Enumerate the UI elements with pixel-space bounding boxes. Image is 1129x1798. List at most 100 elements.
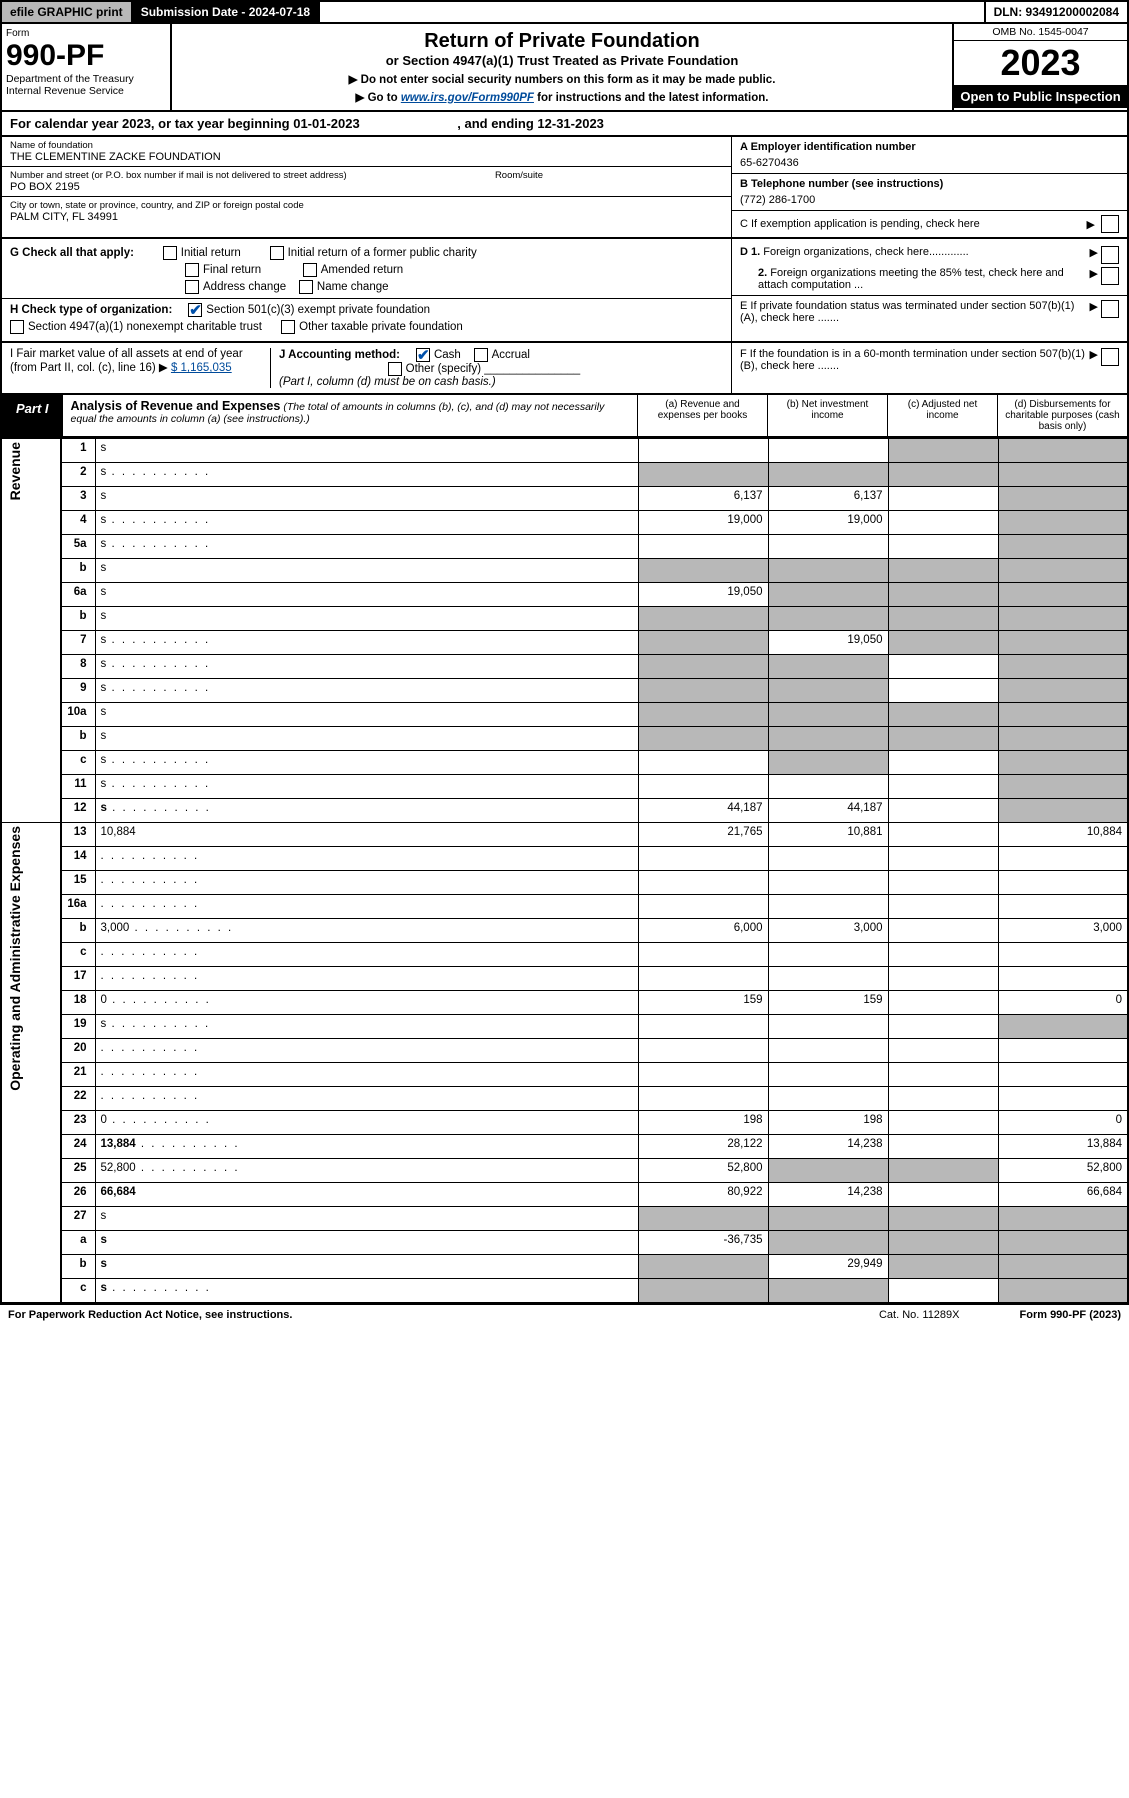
- table-row: Operating and Administrative Expenses131…: [1, 823, 1128, 847]
- cell-b: [768, 1159, 888, 1183]
- j-other-checkbox[interactable]: [388, 362, 402, 376]
- j-accrual-checkbox[interactable]: [474, 348, 488, 362]
- cell-a: 44,187: [638, 799, 768, 823]
- form990pf-link[interactable]: www.irs.gov/Form990PF: [401, 92, 534, 104]
- col-b-header: (b) Net investment income: [767, 395, 887, 436]
- table-row: 14: [1, 847, 1128, 871]
- cell-d: [998, 1087, 1128, 1111]
- efile-label: efile GRAPHIC print: [2, 2, 133, 22]
- cell-d: [998, 535, 1128, 559]
- g-initial-checkbox[interactable]: [163, 246, 177, 260]
- e-checkbox[interactable]: [1101, 300, 1119, 318]
- cell-d: [998, 1015, 1128, 1039]
- form-title: Return of Private Foundation: [182, 30, 942, 53]
- cell-a: [638, 463, 768, 487]
- row-number: 19: [61, 1015, 95, 1039]
- table-row: cs: [1, 751, 1128, 775]
- row-desc: s: [95, 655, 638, 679]
- cell-d: [998, 775, 1128, 799]
- cell-d: [998, 487, 1128, 511]
- row-number: 22: [61, 1087, 95, 1111]
- cell-b: [768, 439, 888, 463]
- cell-d: 10,884: [998, 823, 1128, 847]
- cell-a: [638, 1015, 768, 1039]
- entity-info: Name of foundation THE CLEMENTINE ZACKE …: [0, 137, 1129, 239]
- form-number: 990-PF: [6, 39, 166, 73]
- table-row: 8s: [1, 655, 1128, 679]
- cell-c: [888, 583, 998, 607]
- form-subtitle: or Section 4947(a)(1) Trust Treated as P…: [182, 53, 942, 68]
- d2-checkbox[interactable]: [1101, 267, 1119, 285]
- exemption-checkbox[interactable]: [1101, 215, 1119, 233]
- table-row: 5as: [1, 535, 1128, 559]
- g-initial-former-checkbox[interactable]: [270, 246, 284, 260]
- ein-label: A Employer identification number: [740, 141, 1119, 153]
- cell-c: [888, 967, 998, 991]
- cell-d: [998, 1063, 1128, 1087]
- row-desc: 10,884: [95, 823, 638, 847]
- cell-b: [768, 967, 888, 991]
- row-number: a: [61, 1231, 95, 1255]
- row-desc: 13,884: [95, 1135, 638, 1159]
- ein-value: 65-6270436: [740, 157, 1119, 169]
- g-address-checkbox[interactable]: [185, 280, 199, 294]
- calendar-year-row: For calendar year 2023, or tax year begi…: [0, 112, 1129, 137]
- row-number: 5a: [61, 535, 95, 559]
- f-checkbox[interactable]: [1101, 348, 1119, 366]
- address: PO BOX 2195: [10, 181, 723, 193]
- d1-checkbox[interactable]: [1101, 246, 1119, 264]
- row-number: 13: [61, 823, 95, 847]
- h-other-checkbox[interactable]: [281, 320, 295, 334]
- row-desc: [95, 895, 638, 919]
- table-row: 11s: [1, 775, 1128, 799]
- cell-a: [638, 943, 768, 967]
- cell-c: [888, 703, 998, 727]
- cell-b: 19,000: [768, 511, 888, 535]
- cell-b: [768, 1063, 888, 1087]
- cell-a: [638, 1039, 768, 1063]
- cell-b: 19,050: [768, 631, 888, 655]
- cell-b: [768, 607, 888, 631]
- h-4947-checkbox[interactable]: [10, 320, 24, 334]
- cell-d: [998, 943, 1128, 967]
- e-label: E If private foundation status was termi…: [740, 300, 1089, 324]
- cell-a: 19,000: [638, 511, 768, 535]
- g-final-checkbox[interactable]: [185, 263, 199, 277]
- cell-c: [888, 559, 998, 583]
- table-row: 15: [1, 871, 1128, 895]
- cell-c: [888, 775, 998, 799]
- table-row: 19s: [1, 1015, 1128, 1039]
- cell-c: [888, 655, 998, 679]
- table-row: 2s: [1, 463, 1128, 487]
- row-desc: s: [95, 751, 638, 775]
- row-desc: s: [95, 511, 638, 535]
- cell-c: [888, 439, 998, 463]
- dept-label: Department of the Treasury Internal Reve…: [6, 73, 166, 97]
- cell-b: [768, 1039, 888, 1063]
- g-amended-checkbox[interactable]: [303, 263, 317, 277]
- cell-d: [998, 1039, 1128, 1063]
- row-number: 8: [61, 655, 95, 679]
- table-row: 9s: [1, 679, 1128, 703]
- row-desc: [95, 847, 638, 871]
- h-501c3-checkbox[interactable]: [188, 303, 202, 317]
- cell-b: [768, 535, 888, 559]
- row-desc: s: [95, 439, 638, 463]
- row-desc: s: [95, 727, 638, 751]
- j-label: J Accounting method:: [279, 349, 400, 361]
- submission-label: Submission Date - 2024-07-18: [133, 2, 320, 22]
- city-state-zip: PALM CITY, FL 34991: [10, 211, 723, 223]
- h-label: H Check type of organization:: [10, 304, 172, 316]
- cell-a: [638, 535, 768, 559]
- row-number: b: [61, 559, 95, 583]
- row-desc: s: [95, 1015, 638, 1039]
- room-label: Room/suite: [495, 170, 543, 181]
- g-name-checkbox[interactable]: [299, 280, 313, 294]
- row-number: 18: [61, 991, 95, 1015]
- j-cash-checkbox[interactable]: [416, 348, 430, 362]
- row-desc: s: [95, 607, 638, 631]
- cell-a: [638, 967, 768, 991]
- table-row: 7s19,050: [1, 631, 1128, 655]
- cell-d: [998, 655, 1128, 679]
- row-number: 26: [61, 1183, 95, 1207]
